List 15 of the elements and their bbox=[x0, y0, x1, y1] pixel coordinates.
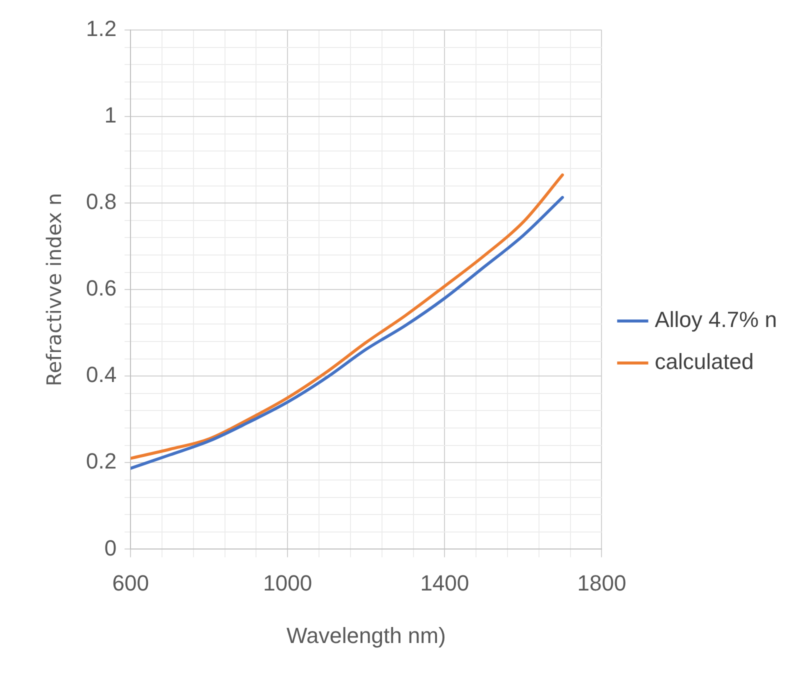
y-tick-label: 1.2 bbox=[86, 16, 117, 42]
legend-label: calculated bbox=[654, 349, 754, 374]
y-tick-label: 0.6 bbox=[86, 276, 117, 301]
y-axis-title: Refractivve index n bbox=[42, 192, 66, 386]
x-tick-label: 1400 bbox=[420, 570, 470, 596]
legend-label: Alloy 4.7% n bbox=[654, 307, 778, 332]
y-tick-label: 0.2 bbox=[86, 448, 117, 474]
x-tick-label: 1800 bbox=[577, 570, 626, 596]
x-tick-label: 600 bbox=[112, 570, 149, 596]
y-tick-label: 0 bbox=[104, 535, 117, 560]
x-tick-label: 1000 bbox=[263, 570, 312, 596]
y-tick-label: 0.4 bbox=[86, 362, 117, 388]
y-tick-label: 1 bbox=[104, 102, 117, 128]
y-tick-label: 0.8 bbox=[86, 189, 117, 214]
x-axis-title: Wavelength nm) bbox=[286, 622, 446, 648]
